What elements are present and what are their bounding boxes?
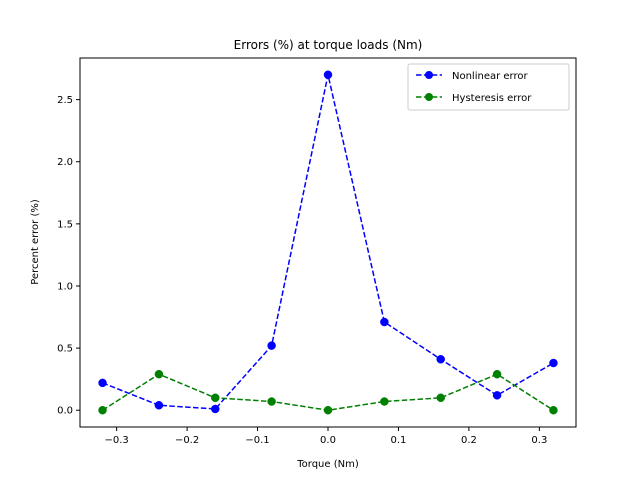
x-axis-title: Torque (Nm) (296, 459, 359, 470)
nonlinear-error-point (211, 404, 220, 414)
hysteresis-error-point (549, 405, 558, 415)
y-axis: 0.0 0.5 1.0 1.5 2.0 2.5 (57, 95, 80, 417)
legend-box (407, 63, 570, 111)
legend: Nonlinear error Hysteresis error (407, 63, 570, 111)
x-tick-label: 0.3 (531, 435, 547, 446)
legend-marker-hysteresis-error (425, 93, 433, 101)
hysteresis-error-point (267, 397, 276, 406)
x-tick-label: 0.0 (320, 435, 336, 446)
nonlinear-error-point (436, 355, 445, 364)
x-tick-label: −0.1 (245, 435, 269, 446)
nonlinear-error-point (549, 358, 558, 368)
nonlinear-error-point (380, 317, 389, 327)
y-tick-label: 0.5 (57, 344, 73, 355)
x-tick-label: −0.3 (104, 435, 128, 446)
hysteresis-error-point (98, 405, 107, 415)
x-tick-label: 0.2 (461, 435, 477, 446)
nonlinear-error-point (492, 391, 502, 400)
y-tick-label: 1.5 (57, 219, 73, 230)
nonlinear-error-point (154, 401, 164, 410)
hysteresis-error-point (211, 393, 220, 403)
series-layer (98, 70, 558, 415)
y-axis-title: Percent error (%) (30, 199, 41, 285)
hysteresis-error-point (154, 369, 164, 379)
chart-title: Errors (%) at torque loads (Nm) (234, 38, 423, 52)
hysteresis-error-point (380, 397, 389, 406)
y-tick-label: 2.5 (57, 95, 73, 106)
x-tick-label: −0.2 (175, 435, 199, 446)
legend-label-hysteresis-error: Hysteresis error (452, 93, 532, 104)
hysteresis-error-point (323, 405, 333, 415)
legend-marker-nonlinear-error (425, 71, 433, 79)
y-tick-label: 1.0 (57, 281, 73, 292)
nonlinear-error-point (323, 70, 333, 80)
legend-label-nonlinear-error: Nonlinear error (452, 71, 528, 82)
y-tick-label: 2.0 (57, 157, 73, 168)
hysteresis-error-point (436, 393, 445, 403)
x-axis: −0.3 −0.2 −0.1 0.0 0.1 0.2 0.3 (104, 427, 547, 446)
y-tick-label: 0.0 (57, 406, 73, 417)
x-tick-label: 0.1 (391, 435, 407, 446)
nonlinear-error-point (267, 341, 276, 350)
hysteresis-error-point (492, 369, 502, 379)
nonlinear-error-point (98, 378, 107, 388)
